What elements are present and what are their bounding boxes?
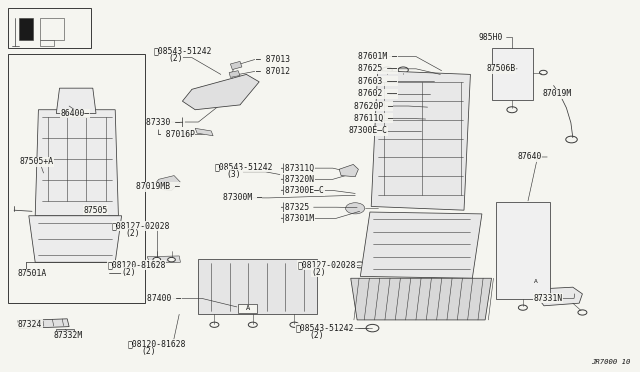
- Text: 985H0: 985H0: [479, 33, 503, 42]
- Text: Ⓝ08543-51242: Ⓝ08543-51242: [214, 162, 273, 171]
- Text: 87330 ─┤: 87330 ─┤: [146, 117, 185, 127]
- Polygon shape: [35, 110, 118, 216]
- Polygon shape: [230, 61, 242, 70]
- Polygon shape: [531, 287, 582, 306]
- Polygon shape: [29, 216, 122, 262]
- Text: (2): (2): [309, 331, 324, 340]
- Circle shape: [12, 270, 20, 275]
- Text: 87603 ──: 87603 ──: [358, 77, 397, 86]
- Bar: [40, 40, 54, 46]
- Text: A: A: [534, 279, 538, 284]
- Text: ┤87325: ┤87325: [280, 202, 310, 212]
- Text: (2): (2): [141, 347, 156, 356]
- Circle shape: [346, 203, 365, 214]
- Text: (3): (3): [226, 170, 241, 179]
- Polygon shape: [56, 88, 96, 113]
- Circle shape: [578, 310, 587, 315]
- Circle shape: [113, 270, 120, 275]
- Polygon shape: [155, 176, 180, 190]
- Text: 87324: 87324: [18, 320, 42, 329]
- Circle shape: [290, 322, 299, 327]
- Text: (2): (2): [121, 268, 136, 277]
- Text: 87300E–C: 87300E–C: [349, 126, 388, 135]
- Polygon shape: [229, 71, 240, 77]
- Text: Ⓝ08543-51242: Ⓝ08543-51242: [154, 47, 212, 56]
- Circle shape: [153, 257, 161, 262]
- Polygon shape: [195, 128, 213, 136]
- Text: — 87012: — 87012: [256, 67, 290, 76]
- Bar: [8, 8, 91, 48]
- Polygon shape: [18, 319, 69, 328]
- Circle shape: [168, 257, 175, 262]
- Circle shape: [382, 67, 392, 73]
- Circle shape: [507, 107, 517, 113]
- Text: Ⓝ08543-51242: Ⓝ08543-51242: [296, 324, 354, 333]
- Text: ⒲08120-81628: ⒲08120-81628: [108, 260, 166, 269]
- Text: └ 87016P: └ 87016P: [156, 130, 195, 139]
- Text: 87019M: 87019M: [543, 89, 572, 98]
- Circle shape: [540, 70, 547, 75]
- Text: 87501A: 87501A: [18, 269, 47, 278]
- Circle shape: [398, 67, 408, 73]
- Bar: [19, 18, 33, 40]
- Text: 87640: 87640: [517, 153, 541, 161]
- Text: A: A: [246, 305, 250, 311]
- Polygon shape: [147, 256, 180, 263]
- Text: (2): (2): [168, 54, 183, 63]
- Bar: [492, 48, 533, 100]
- Text: 87625 ──: 87625 ──: [358, 64, 397, 73]
- Text: (2): (2): [311, 268, 326, 277]
- Bar: [56, 329, 74, 337]
- Text: 87601M ─: 87601M ─: [358, 52, 397, 61]
- Circle shape: [355, 262, 365, 268]
- Polygon shape: [371, 71, 470, 210]
- Circle shape: [248, 322, 257, 327]
- Polygon shape: [351, 278, 492, 320]
- Polygon shape: [182, 74, 259, 110]
- Circle shape: [210, 322, 219, 327]
- Text: 87019MB —: 87019MB —: [136, 182, 180, 191]
- Bar: [496, 202, 550, 299]
- Text: 87620P ─: 87620P ─: [354, 102, 393, 110]
- Bar: [198, 259, 317, 314]
- Circle shape: [250, 282, 265, 291]
- Text: 87611Q ─: 87611Q ─: [354, 114, 393, 123]
- Text: ┤87311Q: ┤87311Q: [280, 163, 314, 173]
- Text: ┤87301M: ┤87301M: [280, 214, 314, 223]
- Text: 87505+A: 87505+A: [19, 157, 53, 166]
- Text: 87505: 87505: [83, 206, 108, 215]
- Text: 87400 ─: 87400 ─: [147, 294, 181, 303]
- Circle shape: [366, 324, 379, 332]
- Text: 87602 ──: 87602 ──: [358, 89, 397, 98]
- Text: ┤87300E–C: ┤87300E–C: [280, 186, 324, 195]
- Text: 87506B: 87506B: [486, 64, 516, 73]
- Text: 86400—: 86400—: [61, 109, 90, 118]
- Text: ⒲08120-81628: ⒲08120-81628: [128, 340, 186, 349]
- Text: 87300M ─: 87300M ─: [223, 193, 262, 202]
- Text: ⒲08127-02028: ⒲08127-02028: [112, 221, 170, 230]
- Text: ⒲08127-02028: ⒲08127-02028: [298, 260, 356, 269]
- Polygon shape: [339, 164, 358, 177]
- Bar: [40, 18, 64, 40]
- Text: 87331N: 87331N: [533, 294, 563, 303]
- Text: JR7000 10: JR7000 10: [591, 359, 630, 365]
- Bar: [238, 304, 257, 313]
- Text: — 87013: — 87013: [256, 55, 290, 64]
- Text: 87332M: 87332M: [53, 331, 83, 340]
- Circle shape: [527, 277, 544, 286]
- Circle shape: [566, 136, 577, 143]
- Circle shape: [292, 282, 307, 291]
- Text: ┤87320N: ┤87320N: [280, 174, 314, 184]
- Polygon shape: [360, 212, 482, 278]
- Bar: [8, 54, 145, 303]
- Circle shape: [207, 282, 222, 291]
- Text: (2): (2): [125, 229, 140, 238]
- Circle shape: [518, 305, 527, 310]
